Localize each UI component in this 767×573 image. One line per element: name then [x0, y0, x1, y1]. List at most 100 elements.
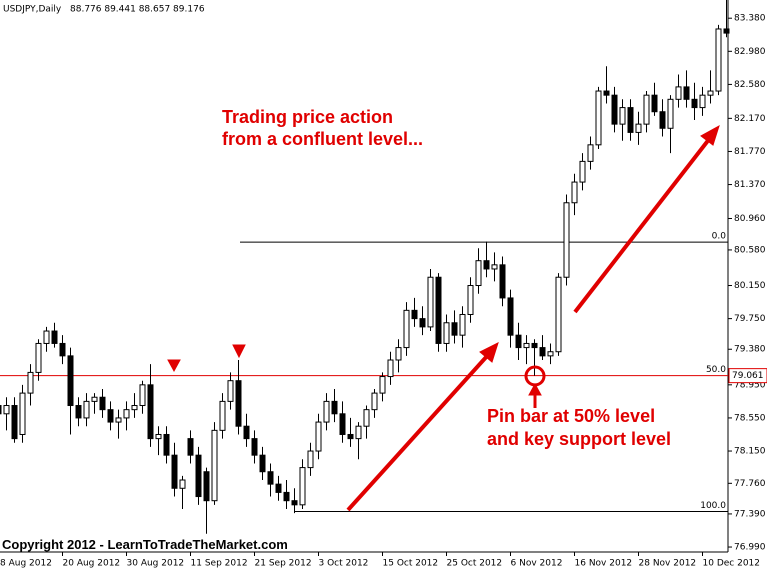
pin-bar-circle [524, 365, 546, 387]
candle-body [315, 421, 322, 452]
candle-body [19, 392, 26, 435]
annotation: Trading price action [222, 107, 393, 127]
candle-body [563, 202, 570, 278]
y-tick-label: 83.380 [734, 14, 766, 24]
level-label: 100.0 [700, 501, 726, 511]
y-tick-label: 82.170 [734, 114, 766, 124]
candle-body [363, 409, 370, 427]
candle-body [307, 450, 314, 469]
candle-body [147, 384, 154, 440]
candle-body [427, 276, 434, 328]
candle-body [659, 111, 666, 129]
y-tick-label: 81.370 [734, 180, 766, 190]
candle-body [371, 392, 378, 411]
candle-body [35, 342, 42, 373]
level-label: 0.0 [712, 232, 727, 242]
candle-body [707, 90, 714, 96]
candle-body [235, 380, 242, 427]
x-tick-label: 25 Oct 2012 [447, 559, 503, 569]
candle-body [155, 433, 162, 440]
chart-subtitle: 88.776 89.441 88.657 89.176 [70, 5, 205, 15]
price-label: 79.061 [732, 371, 764, 381]
candle-body [211, 429, 218, 502]
candle-body [651, 94, 658, 113]
candle-body [699, 94, 706, 109]
x-tick-label: 3 Oct 2012 [319, 559, 369, 569]
level-label: 50.0 [706, 365, 726, 375]
x-tick-label: 6 Nov 2012 [511, 559, 563, 569]
candle-body [723, 28, 730, 34]
candle-body [587, 144, 594, 162]
candle-body [91, 396, 98, 402]
annotation: Pin bar at 50% level [487, 406, 655, 426]
candle-body [691, 98, 698, 109]
candle-body [467, 285, 474, 315]
y-tick-label: 80.580 [734, 245, 766, 255]
candle-body [395, 347, 402, 361]
candle-body [107, 409, 114, 423]
y-tick-label: 78.550 [734, 413, 766, 423]
marker [232, 344, 246, 359]
candle-body [419, 318, 426, 328]
candle-body [291, 500, 298, 506]
candle-body [539, 347, 546, 357]
y-tick-label: 78.950 [734, 380, 766, 390]
candle-body [115, 417, 122, 423]
candle-body [0, 405, 2, 415]
candle-body [611, 94, 618, 125]
candle-body [403, 309, 410, 349]
candle-body [595, 90, 602, 146]
candle-body [523, 342, 530, 349]
y-tick-label: 82.580 [734, 80, 766, 90]
candle-body [459, 313, 466, 336]
candle-body [411, 309, 418, 320]
candle-body [491, 264, 498, 270]
candle-body [123, 409, 130, 419]
arrow-head [479, 342, 499, 363]
candle-body [243, 425, 250, 440]
y-tick-label: 76.990 [734, 543, 766, 553]
candle-body [571, 181, 578, 204]
candle-body [555, 276, 562, 353]
candle-body [667, 98, 674, 129]
candle-body [187, 438, 194, 456]
candle-body [675, 86, 682, 100]
candle-body [643, 94, 650, 125]
x-tick-label: 11 Sep 2012 [191, 559, 248, 569]
y-tick-label: 79.750 [734, 314, 766, 324]
annotation: and key support level [487, 429, 671, 449]
y-tick-label: 80.150 [734, 281, 766, 291]
arrows [167, 124, 720, 512]
candle-body [275, 483, 282, 493]
candle-body [251, 438, 258, 456]
marker [167, 359, 181, 373]
candle-body [627, 107, 634, 133]
candle-body [515, 334, 522, 349]
candle-body [171, 454, 178, 489]
annotation: from a confluent level... [222, 129, 423, 149]
candle-body [163, 433, 170, 456]
candle-body [267, 471, 274, 485]
candle-body [339, 413, 346, 435]
arrow [346, 353, 490, 512]
candle-body [355, 425, 362, 440]
candle-body [443, 322, 450, 344]
candle-body [259, 454, 266, 473]
y-tick-label: 82.980 [734, 47, 766, 57]
candle-body [451, 322, 458, 336]
candle-body [59, 342, 66, 357]
candle-body [51, 330, 58, 344]
y-tick-label: 77.390 [734, 509, 766, 519]
footer: Copyright 2012 - LearnToTradeTheMarket.c… [2, 537, 288, 552]
candle-body [323, 400, 330, 423]
x-tick-label: 10 Dec 2012 [703, 559, 761, 569]
candle-body [619, 107, 626, 125]
candle-body [347, 433, 354, 440]
x-tick-label: 30 Aug 2012 [127, 559, 185, 569]
arrow-head [700, 124, 720, 146]
y-tick-label: 81.770 [734, 147, 766, 157]
x-tick-label: 15 Oct 2012 [383, 559, 439, 569]
